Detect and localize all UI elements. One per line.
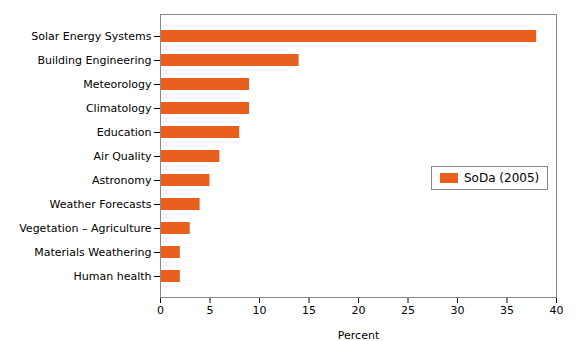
svg-text:30: 30	[451, 304, 465, 317]
svg-text:Building Engineering: Building Engineering	[37, 54, 151, 67]
svg-text:Air Quality: Air Quality	[94, 150, 152, 163]
svg-text:Climatology: Climatology	[86, 102, 152, 115]
svg-text:0: 0	[157, 304, 164, 317]
svg-text:Materials Weathering: Materials Weathering	[34, 246, 151, 259]
svg-text:Percent: Percent	[338, 329, 380, 341]
svg-text:25: 25	[401, 304, 415, 317]
svg-text:20: 20	[352, 304, 366, 317]
svg-text:5: 5	[207, 304, 214, 317]
svg-text:35: 35	[500, 304, 514, 317]
svg-text:Weather Forecasts: Weather Forecasts	[49, 198, 151, 211]
svg-text:Astronomy: Astronomy	[92, 174, 152, 187]
svg-text:Meteorology: Meteorology	[83, 78, 152, 91]
svg-text:10: 10	[253, 304, 267, 317]
svg-text:Human health: Human health	[74, 270, 152, 283]
svg-text:40: 40	[550, 304, 564, 317]
svg-text:Vegetation – Agriculture: Vegetation – Agriculture	[19, 222, 152, 235]
svg-text:Education: Education	[97, 126, 152, 139]
svg-text:15: 15	[302, 304, 316, 317]
html-text:SoDa (2005): SoDa (2005)	[464, 171, 540, 186]
svg-text:Solar Energy Systems: Solar Energy Systems	[31, 30, 152, 43]
